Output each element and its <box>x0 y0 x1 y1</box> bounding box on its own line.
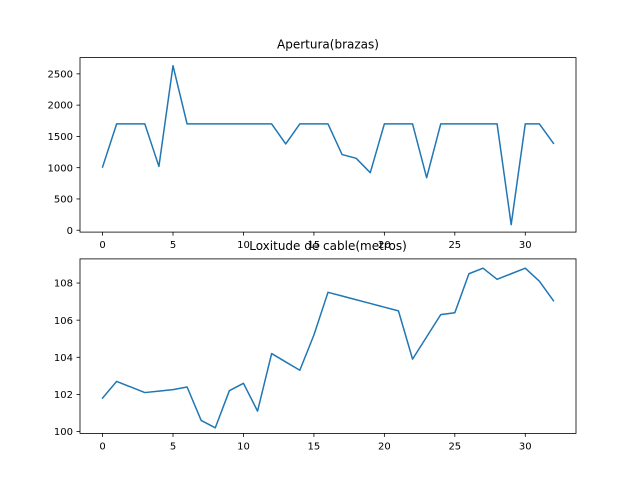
x-tick-label: 5 <box>170 240 176 251</box>
chart-apertura: 0 5 10 15 20 25 30 0 500 1000 1500 2000 2500 Apertura… <box>48 38 577 251</box>
x-tick-label: 15 <box>308 240 321 251</box>
x-tick-label: 10 <box>237 240 250 251</box>
chart-title: Loxitude de cable(metros) <box>249 239 407 253</box>
y-tick-label: 1000 <box>48 163 73 174</box>
x-tick-label: 5 <box>170 441 176 452</box>
x-tick-label: 15 <box>308 441 321 452</box>
axes-frame <box>79 57 577 233</box>
axes-frame <box>79 258 577 434</box>
x-tick-label: 20 <box>378 240 391 251</box>
series-line <box>101 64 555 226</box>
y-tick-label: 106 <box>54 316 73 327</box>
y-tick-label: 100 <box>54 427 73 438</box>
y-tick-label: 1500 <box>48 132 73 143</box>
x-tick-label: 25 <box>448 441 461 452</box>
x-tick-label: 30 <box>519 441 532 452</box>
y-tick-label: 104 <box>54 353 73 364</box>
y-tick-label: 2500 <box>48 69 73 80</box>
series-line <box>101 267 555 429</box>
x-tick-label: 10 <box>237 441 250 452</box>
y-tick-label: 500 <box>54 195 73 206</box>
x-tick-label: 0 <box>99 240 105 251</box>
x-tick-label: 30 <box>519 240 532 251</box>
x-tick-label: 0 <box>99 441 105 452</box>
y-tick-label: 108 <box>54 279 73 290</box>
y-tick-label: 2000 <box>48 101 73 112</box>
y-tick-label: 0 <box>67 226 73 237</box>
x-tick-label: 20 <box>378 441 391 452</box>
x-tick-label: 25 <box>448 240 461 251</box>
chart-title: Apertura(brazas) <box>277 38 379 52</box>
y-tick-label: 102 <box>54 390 73 401</box>
